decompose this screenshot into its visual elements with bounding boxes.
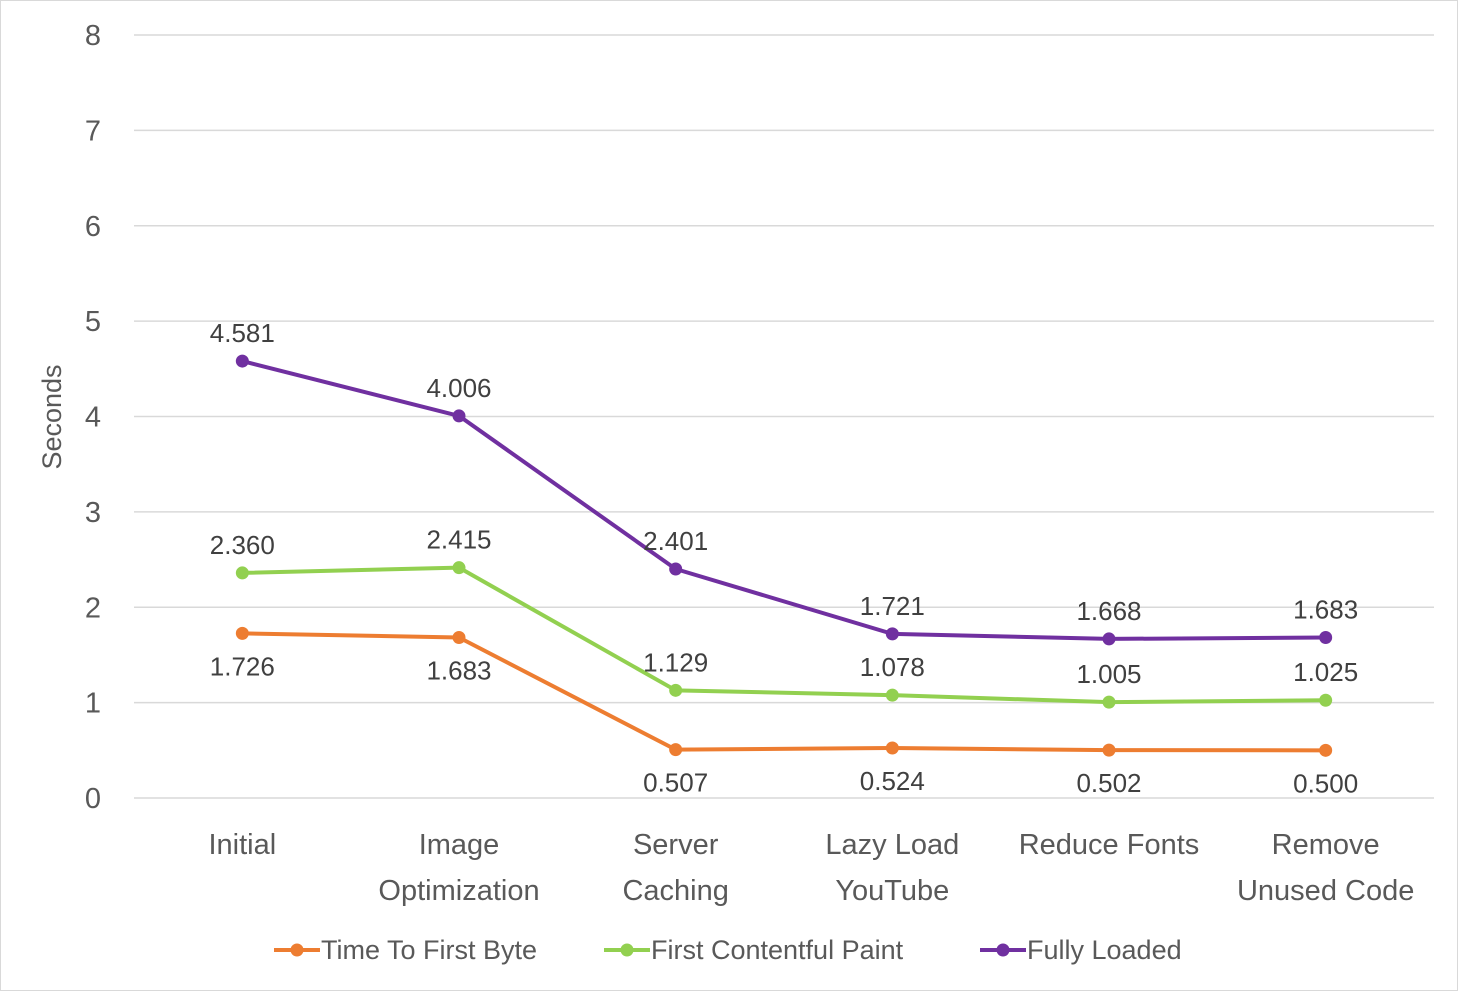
data-point — [452, 630, 466, 644]
data-point — [1319, 630, 1333, 644]
data-point — [1102, 743, 1116, 757]
data-labels: 1.726 1.683 0.507 0.524 0.502 0.500 2.360 2.415… — [210, 318, 1358, 798]
data-label: 2.360 — [210, 530, 275, 560]
y-tick-label: 8 — [85, 20, 101, 52]
legend-entry: Time To First Byte — [274, 935, 537, 965]
y-axis-title: Seconds — [37, 364, 67, 469]
data-label: 1.078 — [860, 652, 925, 682]
y-tick-label: 2 — [85, 592, 101, 624]
series-line-2 — [240, 359, 1328, 641]
data-point — [1319, 743, 1333, 757]
legend-entry: Fully Loaded — [980, 935, 1182, 965]
data-point — [885, 741, 899, 755]
data-label: 1.726 — [210, 651, 275, 681]
y-axis-ticks: 0 1 2 3 4 5 6 7 8 — [85, 20, 101, 815]
data-point — [885, 688, 899, 702]
legend: Time To First Byte First Contentful Paint… — [274, 935, 1182, 965]
legend-marker — [290, 943, 304, 957]
data-point — [669, 743, 683, 757]
data-label: 0.524 — [860, 766, 925, 796]
grid-lines — [134, 34, 1434, 799]
data-label: 4.006 — [426, 373, 491, 403]
legend-label: First Contentful Paint — [651, 935, 904, 965]
legend-marker — [620, 943, 634, 957]
data-label: 2.415 — [426, 525, 491, 555]
y-tick-label: 0 — [85, 783, 101, 815]
data-label: 1.005 — [1076, 659, 1141, 689]
x-category-label: Initial — [208, 829, 276, 861]
data-point — [235, 626, 249, 640]
data-label: 0.507 — [643, 768, 708, 798]
legend-marker — [996, 943, 1010, 957]
legend-label: Fully Loaded — [1027, 935, 1182, 965]
data-label: 1.721 — [860, 591, 925, 621]
data-point — [235, 354, 249, 368]
data-label: 0.502 — [1076, 768, 1141, 798]
data-label: 2.401 — [643, 526, 708, 556]
data-point — [1319, 693, 1333, 707]
y-tick-label: 5 — [85, 306, 101, 338]
legend-entry: First Contentful Paint — [604, 935, 904, 965]
legend-label: Time To First Byte — [321, 935, 537, 965]
data-label: 1.683 — [1293, 594, 1358, 624]
x-category-label: Lazy Load YouTube — [825, 829, 959, 907]
data-point — [235, 566, 249, 580]
data-point — [1102, 695, 1116, 709]
data-point — [885, 627, 899, 641]
x-category-label: Remove Unused Code — [1237, 829, 1414, 907]
x-axis-categories: Initial Image Optimization Server Caching Laz… — [208, 829, 1414, 907]
series-lines — [235, 354, 1333, 757]
data-label: 1.129 — [643, 647, 708, 677]
series-line-0 — [240, 631, 1328, 753]
y-tick-label: 3 — [85, 497, 101, 529]
data-label: 1.683 — [426, 655, 491, 685]
series-line-1 — [240, 565, 1328, 705]
data-point — [669, 562, 683, 576]
x-category-label: Server Caching — [622, 829, 728, 907]
data-point — [452, 409, 466, 423]
data-point — [669, 683, 683, 697]
y-tick-label: 1 — [85, 688, 101, 720]
x-category-label: Reduce Fonts — [1019, 829, 1200, 861]
data-point — [1102, 632, 1116, 646]
y-tick-label: 6 — [85, 211, 101, 243]
x-category-label: Image Optimization — [378, 829, 539, 907]
data-point — [452, 561, 466, 575]
data-label: 1.025 — [1293, 657, 1358, 687]
data-label: 1.668 — [1076, 596, 1141, 626]
data-label: 0.500 — [1293, 768, 1358, 798]
data-label: 4.581 — [210, 318, 275, 348]
y-tick-label: 4 — [85, 402, 101, 434]
y-tick-label: 7 — [85, 115, 101, 147]
